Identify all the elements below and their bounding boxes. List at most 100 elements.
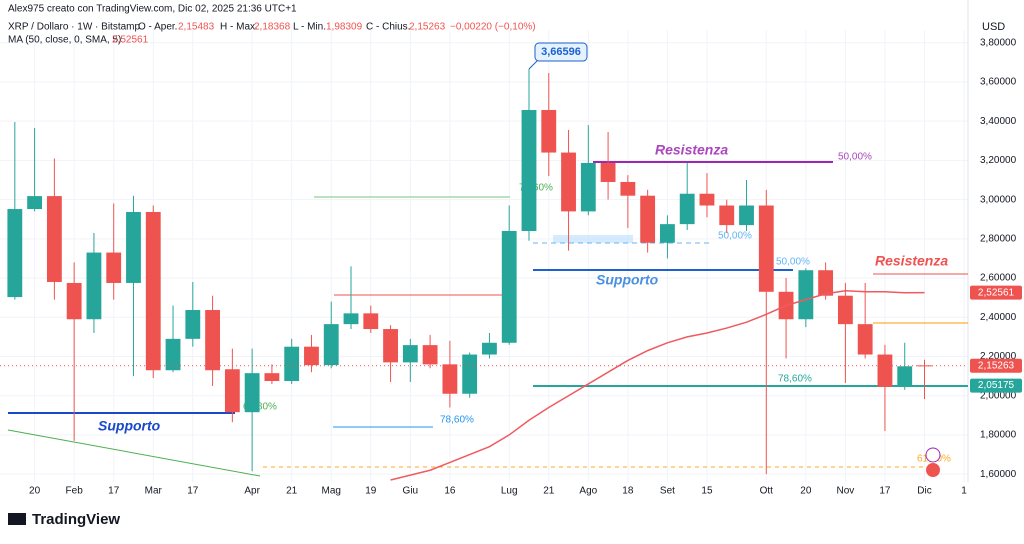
candle-body <box>442 364 458 394</box>
candle-body <box>660 224 675 243</box>
callout-label: 3,66596 <box>541 46 581 58</box>
change: −0,00220 (−0,10%) <box>450 22 536 33</box>
event-icon[interactable] <box>926 463 940 477</box>
callout-pointer <box>528 60 538 70</box>
ohlc-label: C - Chius. <box>366 22 410 33</box>
candle-body <box>501 230 517 343</box>
annotation: 50,00% <box>776 257 810 268</box>
annotation: 50,00% <box>838 152 872 163</box>
annotation: Supporto <box>596 272 659 288</box>
x-tick-label: 1 <box>961 486 967 497</box>
x-tick-label: 16 <box>444 486 456 497</box>
logo-icon <box>8 513 26 525</box>
x-tick-label: 17 <box>187 486 199 497</box>
candle-body <box>383 329 398 363</box>
trend-line <box>7 429 261 477</box>
candle-body <box>541 110 557 153</box>
candle-body <box>165 338 181 371</box>
candle-body <box>897 366 913 387</box>
annotation: 78,60% <box>440 415 474 426</box>
brand: TradingView <box>32 511 120 528</box>
annotation: 78,60% <box>778 374 812 385</box>
candle-body <box>343 313 359 325</box>
price-tag-label: 2,15263 <box>978 360 1015 371</box>
ohlc-value: 1,98309 <box>326 22 363 33</box>
candle-body <box>363 313 379 330</box>
x-tick-label: 17 <box>108 486 120 497</box>
ohlc-label: L - Min. <box>293 22 326 33</box>
x-tick-label: Giu <box>403 486 419 497</box>
y-tick-label: 2,60000 <box>980 273 1017 284</box>
y-tick-label: 2,00000 <box>980 390 1017 401</box>
price-tag <box>970 378 1022 393</box>
ohlc-value: 2,18368 <box>254 22 291 33</box>
candle-body <box>205 310 220 371</box>
x-tick-label: Ott <box>760 486 774 497</box>
candle-body <box>86 252 102 320</box>
callout-box <box>534 42 588 62</box>
ma-value: 2,52561 <box>112 35 149 46</box>
symbol: XRP / Dollaro · 1W · Bitstamp <box>8 22 141 33</box>
candle-body <box>580 162 596 212</box>
x-tick-label: 20 <box>29 486 41 497</box>
candle-body <box>739 205 754 226</box>
fib-zone <box>553 235 633 243</box>
ohlc-label: H - Max. <box>220 22 258 33</box>
price-tag <box>970 285 1022 300</box>
candle-body <box>640 195 656 243</box>
candle-body <box>126 211 141 283</box>
event-icon[interactable] <box>925 447 941 463</box>
y-tick-label: 2,20000 <box>980 351 1017 362</box>
x-tick-label: Set <box>660 486 675 497</box>
ohlc-value: 2,15483 <box>178 22 215 33</box>
candle-body <box>561 152 576 212</box>
y-tick-label: 2,40000 <box>980 312 1017 323</box>
candle-body <box>323 324 339 366</box>
candle-body <box>46 196 62 282</box>
y-tick-label: 3,60000 <box>980 77 1017 88</box>
candle-body <box>284 346 300 382</box>
candle-body <box>224 369 240 413</box>
x-tick-label: 21 <box>543 486 555 497</box>
candle-body <box>27 196 43 210</box>
x-tick-label: 19 <box>365 486 377 497</box>
x-tick-label: Mag <box>322 486 341 497</box>
candle-body <box>521 110 537 231</box>
annotation: Supporto <box>98 418 161 434</box>
y-tick-label: 3,00000 <box>980 194 1017 205</box>
candle-body <box>818 270 834 296</box>
candle-body <box>145 211 161 371</box>
candle-body <box>422 345 438 365</box>
author-line: Alex975 creato con TradingView.com, Dic … <box>8 4 297 15</box>
y-tick-label: 2,80000 <box>980 233 1017 244</box>
candle-body <box>699 193 715 206</box>
ma-line <box>390 290 925 481</box>
y-tick-label: 1,80000 <box>980 430 1017 441</box>
candle-body <box>402 345 418 363</box>
candle-body <box>679 193 695 225</box>
x-tick-label: 18 <box>622 486 634 497</box>
y-tick-label: 1,60000 <box>980 469 1017 480</box>
x-tick-label: Ago <box>579 486 597 497</box>
x-tick-label: 15 <box>701 486 713 497</box>
candle-body <box>185 310 201 339</box>
x-tick-label: Dic <box>917 486 931 497</box>
candle-body <box>264 373 280 382</box>
x-tick-label: 17 <box>879 486 891 497</box>
y-tick-label: 3,40000 <box>980 116 1017 127</box>
x-tick-label: 20 <box>800 486 812 497</box>
candle-body <box>7 209 23 298</box>
annotation: Resistenza <box>655 142 728 158</box>
ohlc-label: O - Aper. <box>138 22 177 33</box>
candle-body <box>66 282 82 320</box>
currency: USD <box>982 21 1005 33</box>
candle-body <box>857 324 873 355</box>
candle-body <box>244 373 260 413</box>
ma-label: MA (50, close, 0, SMA, 5) <box>8 35 121 46</box>
candle-body <box>600 162 616 182</box>
candle-body <box>106 252 122 283</box>
x-tick-label: Feb <box>66 486 84 497</box>
x-tick-label: Apr <box>244 486 260 497</box>
candle-body <box>837 295 853 325</box>
